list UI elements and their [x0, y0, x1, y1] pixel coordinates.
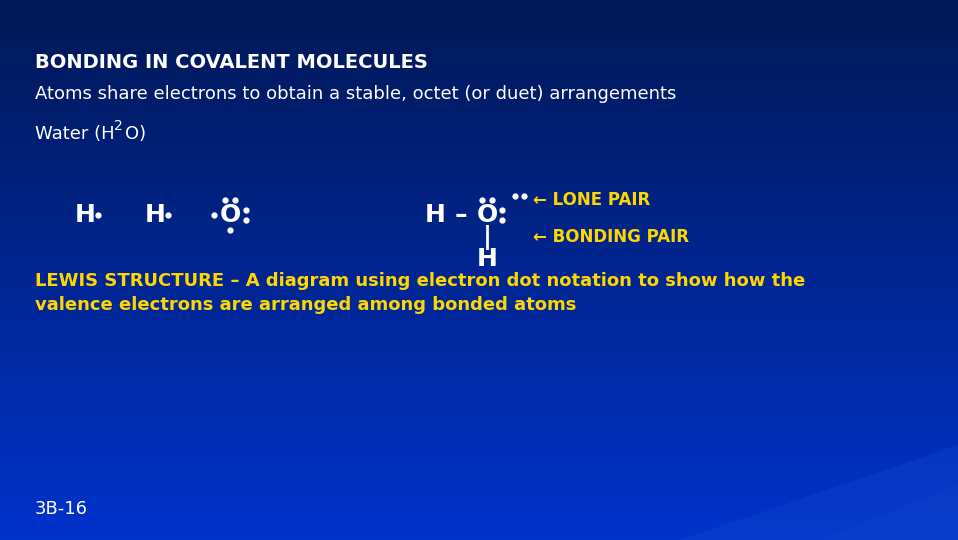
Text: O: O — [476, 203, 497, 227]
Text: O: O — [219, 203, 240, 227]
Text: 3B-16: 3B-16 — [35, 500, 88, 518]
Text: H: H — [476, 247, 497, 271]
Text: O): O) — [125, 125, 147, 143]
Text: valence electrons are arranged among bonded atoms: valence electrons are arranged among bon… — [35, 296, 577, 314]
Text: ← BONDING PAIR: ← BONDING PAIR — [533, 228, 689, 246]
Text: |: | — [483, 225, 491, 249]
Text: Atoms share electrons to obtain a stable, octet (or duet) arrangements: Atoms share electrons to obtain a stable… — [35, 85, 676, 103]
Text: H: H — [424, 203, 445, 227]
Text: BONDING IN COVALENT MOLECULES: BONDING IN COVALENT MOLECULES — [35, 53, 428, 72]
Text: H: H — [145, 203, 166, 227]
Text: LEWIS STRUCTURE – A diagram using electron dot notation to show how the: LEWIS STRUCTURE – A diagram using electr… — [35, 272, 806, 290]
Polygon shape — [720, 485, 958, 540]
Text: –: – — [455, 203, 468, 227]
Text: Water (H: Water (H — [35, 125, 115, 143]
Text: 2: 2 — [114, 119, 123, 133]
Text: H: H — [75, 203, 96, 227]
Polygon shape — [580, 445, 958, 540]
Text: ← LONE PAIR: ← LONE PAIR — [533, 191, 650, 209]
